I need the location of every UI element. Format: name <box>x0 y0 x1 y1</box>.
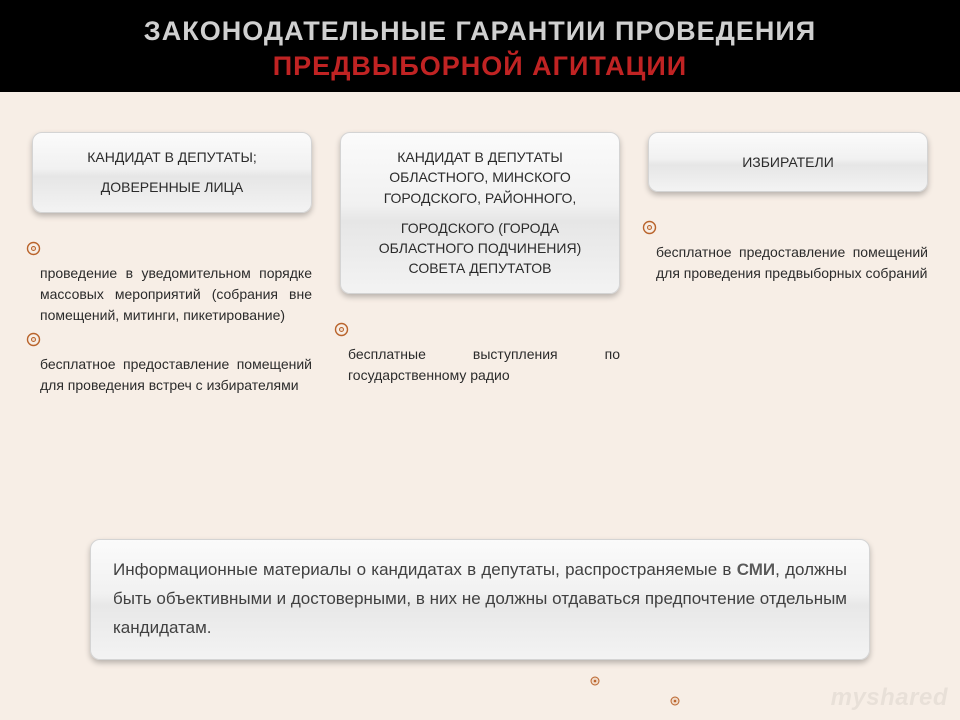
bullet-icon <box>26 332 41 347</box>
bullet-item: бесплатное предоставление помещений для … <box>32 354 312 396</box>
category-card: КАНДИДАТ В ДЕПУТАТЫ; ДОВЕРЕННЫЕ ЛИЦА <box>32 132 312 213</box>
bullet-item: бесплатные выступления по государственно… <box>340 344 620 386</box>
card-line: КАНДИДАТ В ДЕПУТАТЫ ОБЛАСТНОГО, МИНСКОГО… <box>355 147 605 208</box>
card-line: ИЗБИРАТЕЛИ <box>663 152 913 172</box>
bullet-list: проведение в уведомительном порядке масс… <box>32 263 312 424</box>
card-line: ГОРОДСКОГО (ГОРОДА ОБЛАСТНОГО ПОДЧИНЕНИЯ… <box>355 218 605 279</box>
columns-container: КАНДИДАТ В ДЕПУТАТЫ; ДОВЕРЕННЫЕ ЛИЦА прове… <box>0 92 960 424</box>
bullet-item: проведение в уведомительном порядке масс… <box>32 263 312 326</box>
bullet-text: бесплатное предоставление помещений для … <box>40 356 312 393</box>
watermark: myshared <box>831 684 948 712</box>
page-title: ЗАКОНОДАТЕЛЬНЫЕ ГАРАНТИИ ПРОВЕДЕНИЯ ПРЕД… <box>0 0 960 84</box>
footer-text-before: Информационные материалы о кандидатах в … <box>113 560 737 579</box>
bullet-icon <box>334 322 349 337</box>
footer-smi: СМИ <box>737 560 775 579</box>
bullet-text: бесплатные выступления по государственно… <box>348 346 620 383</box>
card-line: ДОВЕРЕННЫЕ ЛИЦА <box>47 177 297 197</box>
bullet-text: проведение в уведомительном порядке масс… <box>40 265 312 323</box>
category-card: ИЗБИРАТЕЛИ <box>648 132 928 192</box>
title-line-1: ЗАКОНОДАТЕЛЬНЫЕ ГАРАНТИИ ПРОВЕДЕНИЯ <box>144 16 816 46</box>
bullet-list: бесплатное предоставление помещений для … <box>648 242 928 312</box>
column: КАНДИДАТ В ДЕПУТАТЫ; ДОВЕРЕННЫЕ ЛИЦА прове… <box>32 132 312 424</box>
bullet-list: бесплатные выступления по государственно… <box>340 344 620 414</box>
column: КАНДИДАТ В ДЕПУТАТЫ ОБЛАСТНОГО, МИНСКОГО… <box>340 132 620 414</box>
bullet-text: бесплатное предоставление помещений для … <box>656 244 928 281</box>
bullet-icon <box>642 220 657 235</box>
decorative-dot-icon <box>590 676 600 686</box>
column: ИЗБИРАТЕЛИ бесплатное предоставление поме… <box>648 132 928 312</box>
footer-note-card: Информационные материалы о кандидатах в … <box>90 539 870 660</box>
bullet-item: бесплатное предоставление помещений для … <box>648 242 928 284</box>
decorative-dot-icon <box>670 696 680 706</box>
category-card: КАНДИДАТ В ДЕПУТАТЫ ОБЛАСТНОГО, МИНСКОГО… <box>340 132 620 294</box>
header-band: ЗАКОНОДАТЕЛЬНЫЕ ГАРАНТИИ ПРОВЕДЕНИЯ ПРЕД… <box>0 0 960 92</box>
card-line: КАНДИДАТ В ДЕПУТАТЫ; <box>47 147 297 167</box>
bullet-icon <box>26 241 41 256</box>
title-line-2: ПРЕДВЫБОРНОЙ АГИТАЦИИ <box>273 51 687 81</box>
